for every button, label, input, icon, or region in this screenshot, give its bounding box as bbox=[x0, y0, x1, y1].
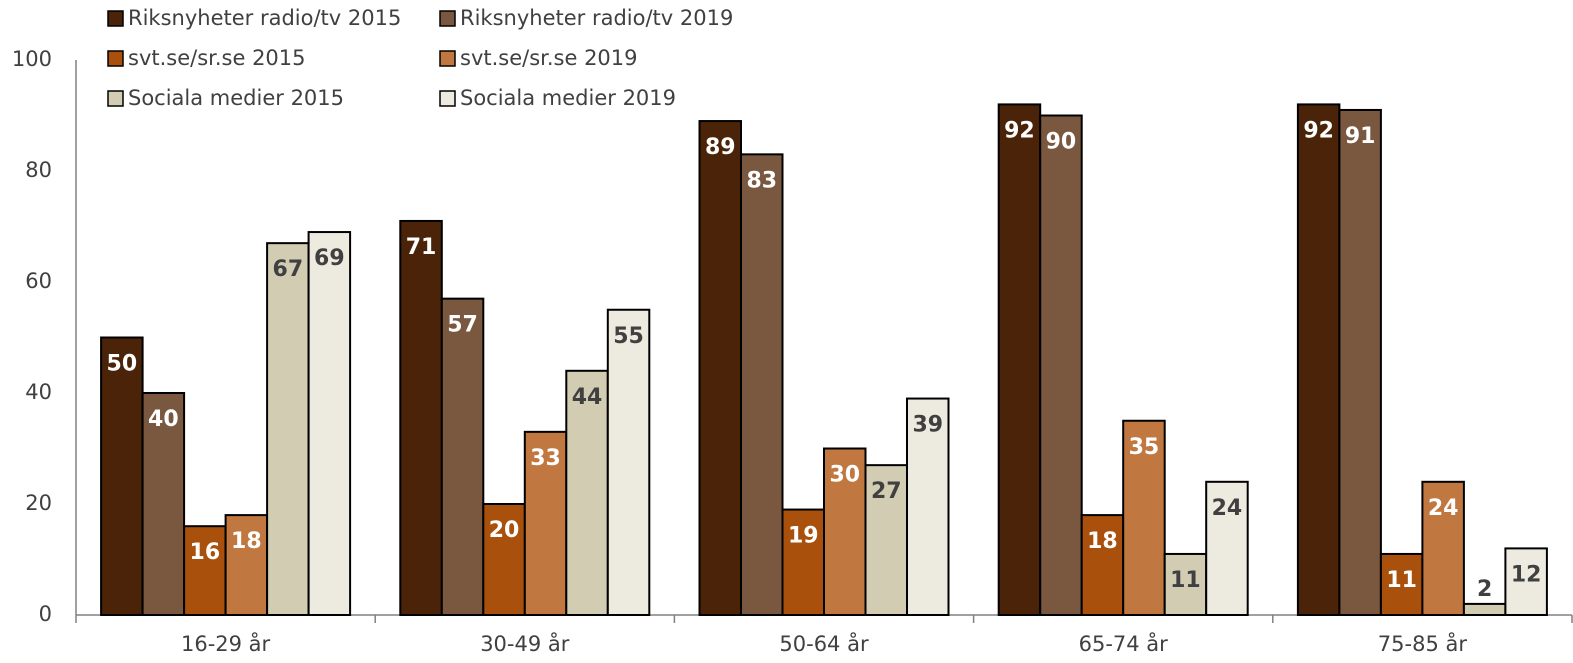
y-tick-label: 20 bbox=[25, 491, 52, 515]
data-label: 16 bbox=[190, 540, 221, 565]
data-label: 11 bbox=[1386, 568, 1417, 593]
data-label: 24 bbox=[1428, 496, 1459, 521]
legend-label: svt.se/sr.se 2015 bbox=[128, 46, 306, 70]
bar bbox=[440, 297, 485, 616]
legend-swatch bbox=[107, 90, 124, 107]
y-tick-label: 0 bbox=[39, 602, 52, 626]
legend-label: Riksnyheter radio/tv 2019 bbox=[460, 6, 733, 30]
bar bbox=[606, 308, 651, 616]
data-label: 57 bbox=[447, 313, 478, 338]
data-label: 44 bbox=[572, 385, 603, 410]
data-label: 55 bbox=[613, 324, 644, 349]
bar bbox=[1462, 602, 1507, 617]
data-label: 91 bbox=[1345, 124, 1376, 149]
bar bbox=[1163, 552, 1208, 617]
bar bbox=[1379, 552, 1424, 617]
data-label: 92 bbox=[1303, 118, 1334, 143]
bar bbox=[1296, 103, 1341, 617]
bar bbox=[997, 103, 1042, 617]
data-label: 12 bbox=[1511, 562, 1542, 587]
bar bbox=[1039, 114, 1083, 616]
data-label: 30 bbox=[829, 463, 860, 488]
data-label: 50 bbox=[107, 352, 138, 377]
x-tick-label: 16-29 år bbox=[181, 631, 271, 656]
bar bbox=[183, 525, 227, 617]
data-label: 19 bbox=[788, 524, 819, 549]
bar bbox=[906, 397, 950, 616]
y-tick-label: 100 bbox=[12, 47, 52, 71]
data-label: 18 bbox=[1087, 529, 1118, 554]
bar bbox=[823, 447, 867, 616]
legend-label: Sociala medier 2015 bbox=[128, 86, 344, 110]
legend-swatch bbox=[439, 90, 456, 107]
bar bbox=[399, 219, 443, 616]
bar bbox=[141, 392, 186, 616]
bar bbox=[307, 231, 352, 617]
y-tick-label: 60 bbox=[25, 269, 52, 293]
bar bbox=[864, 464, 908, 616]
bar bbox=[266, 242, 310, 616]
data-label: 69 bbox=[314, 246, 345, 271]
legend-label: svt.se/sr.se 2019 bbox=[460, 46, 638, 70]
x-tick-label: 50-64 år bbox=[779, 631, 869, 656]
data-label: 35 bbox=[1129, 435, 1160, 460]
data-label: 20 bbox=[489, 518, 520, 543]
data-label: 18 bbox=[231, 529, 262, 554]
bar bbox=[1080, 514, 1125, 616]
data-label: 90 bbox=[1046, 130, 1077, 155]
bar bbox=[698, 120, 742, 617]
bar bbox=[1504, 547, 1548, 617]
legend-label: Sociala medier 2019 bbox=[460, 86, 676, 110]
legend-swatch bbox=[439, 10, 456, 27]
y-tick-label: 40 bbox=[25, 380, 52, 404]
bar bbox=[1205, 480, 1249, 616]
data-label: 39 bbox=[912, 413, 943, 438]
legend-swatch bbox=[107, 10, 124, 27]
bar bbox=[1338, 108, 1382, 616]
data-label: 33 bbox=[530, 446, 561, 471]
data-label: 27 bbox=[871, 479, 902, 504]
bar bbox=[740, 153, 784, 616]
legend-swatch bbox=[107, 50, 124, 67]
legend-swatch bbox=[439, 50, 456, 67]
bar bbox=[1421, 480, 1465, 616]
bar bbox=[781, 508, 825, 616]
bar bbox=[100, 336, 144, 616]
data-label: 67 bbox=[273, 257, 304, 282]
data-label: 71 bbox=[406, 235, 437, 260]
data-label: 2 bbox=[1477, 577, 1492, 602]
data-label: 92 bbox=[1004, 118, 1035, 143]
y-tick-label: 80 bbox=[25, 158, 52, 182]
x-tick-label: 75-85 år bbox=[1378, 631, 1468, 656]
bar bbox=[565, 369, 609, 616]
data-label: 40 bbox=[148, 407, 179, 432]
data-label: 83 bbox=[746, 168, 777, 193]
data-label: 24 bbox=[1212, 496, 1243, 521]
data-label: 11 bbox=[1170, 568, 1201, 593]
bar bbox=[1122, 419, 1166, 616]
legend-label: Riksnyheter radio/tv 2015 bbox=[128, 6, 401, 30]
x-tick-label: 30-49 år bbox=[480, 631, 570, 656]
data-label: 89 bbox=[705, 135, 736, 160]
x-tick-label: 65-74 år bbox=[1079, 631, 1169, 656]
